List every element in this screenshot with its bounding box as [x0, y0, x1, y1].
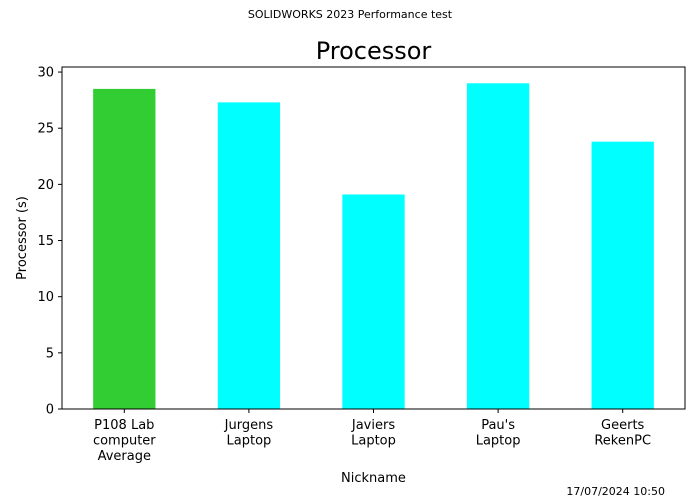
y-tick-label: 5	[46, 346, 54, 361]
bar	[93, 88, 156, 409]
x-tick-label: Geerts RekenPC	[594, 418, 651, 449]
y-tick-label: 30	[37, 66, 54, 81]
y-tick-label: 0	[46, 403, 54, 418]
x-tick-label: P108 Lab computer Average	[93, 418, 156, 464]
y-tick-label: 10	[37, 290, 54, 305]
y-axis-label: Processor (s)	[15, 196, 30, 280]
y-tick-label: 25	[37, 122, 54, 137]
bar	[466, 83, 530, 410]
y-axis-ticks: 0 5 10 15 20 25 30	[37, 66, 62, 418]
plot-frame	[61, 66, 686, 410]
y-tick-label: 20	[37, 178, 54, 193]
x-tick-label: Javiers Laptop	[351, 418, 396, 449]
x-tick-label: Jurgens Laptop	[224, 418, 274, 449]
chart-title: Processor	[316, 37, 432, 65]
y-tick-label: 15	[37, 234, 54, 249]
x-axis-label: Nickname	[341, 471, 406, 486]
bar	[342, 194, 405, 409]
bar	[217, 102, 281, 410]
timestamp-label: 17/07/2024 10:50	[566, 485, 665, 498]
x-tick-label: Pau's Laptop	[476, 418, 521, 449]
figure-suptitle: SOLIDWORKS 2023 Performance test	[248, 8, 453, 21]
bar	[591, 141, 654, 410]
bar-group	[93, 83, 654, 410]
x-axis-ticks: P108 Lab computer Average Jurgens Laptop Javi…	[93, 409, 651, 464]
